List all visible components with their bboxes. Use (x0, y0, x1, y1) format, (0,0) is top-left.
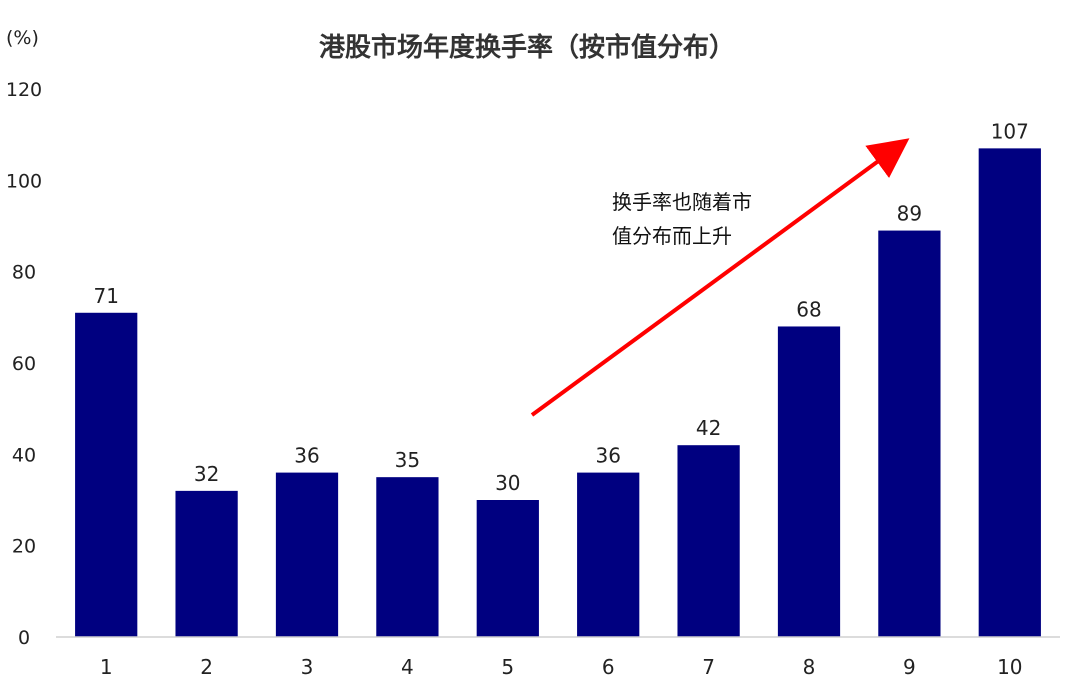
data-label: 35 (395, 448, 420, 472)
x-axis: 1 2 3 4 5 6 7 8 9 10 (100, 655, 1023, 679)
bars (75, 148, 1041, 638)
x-tick-label: 5 (501, 655, 514, 679)
x-tick-label: 10 (997, 655, 1022, 679)
chart-title: 港股市场年度换手率（按市值分布） (319, 32, 735, 63)
x-tick-label: 6 (602, 655, 615, 679)
x-tick-label: 8 (803, 655, 816, 679)
y-unit-label: (%) (6, 27, 39, 49)
data-label: 71 (93, 284, 118, 308)
y-axis: 0 20 40 60 80 100 120 (6, 79, 42, 649)
y-tick-label: 120 (6, 79, 42, 101)
bar (777, 326, 841, 637)
data-label: 89 (897, 202, 922, 226)
data-label: 36 (595, 444, 620, 468)
data-labels: 71 32 36 35 30 36 42 68 89 107 (93, 119, 1028, 495)
bar (677, 445, 740, 637)
trend-arrow (530, 138, 910, 417)
data-label: 30 (495, 471, 520, 495)
bar (878, 230, 941, 638)
data-label: 32 (194, 462, 219, 486)
y-tick-label: 100 (6, 170, 42, 192)
data-label: 42 (696, 416, 721, 440)
bar (978, 148, 1041, 637)
bar (577, 472, 640, 637)
bar (376, 477, 439, 637)
bar (275, 472, 339, 637)
x-tick-label: 4 (401, 655, 414, 679)
y-tick-label: 60 (12, 353, 36, 375)
data-label: 68 (796, 297, 821, 321)
x-tick-label: 2 (200, 655, 213, 679)
data-label: 107 (991, 119, 1029, 143)
x-tick-label: 1 (100, 655, 113, 679)
y-tick-label: 20 (12, 536, 36, 558)
y-tick-label: 80 (12, 262, 36, 284)
annotation-line-2: 值分布而上升 (612, 224, 732, 248)
y-tick-label: 40 (12, 444, 36, 466)
bar (75, 312, 138, 637)
y-tick-label: 0 (18, 627, 30, 649)
x-tick-label: 3 (301, 655, 314, 679)
bar (476, 500, 539, 637)
x-tick-label: 9 (903, 655, 916, 679)
data-label: 36 (294, 444, 319, 468)
x-tick-label: 7 (702, 655, 715, 679)
bar (175, 490, 238, 637)
annotation-line-1: 换手率也随着市 (612, 190, 752, 214)
